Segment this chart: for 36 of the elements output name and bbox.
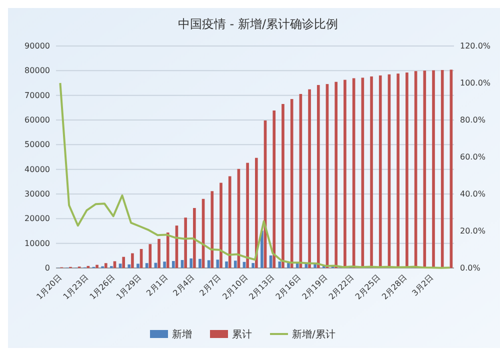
x-tick-label: 2月25日 <box>354 272 382 302</box>
y2-tick-label: 120.0% <box>460 42 491 51</box>
y-tick-label: 90000 <box>24 42 50 51</box>
y-tick-label: 0 <box>44 264 50 273</box>
y2-tick-label: 0.0% <box>460 264 481 273</box>
y2-tick-label: 80.0% <box>460 116 486 125</box>
x-tick-label: 2月22日 <box>327 272 356 302</box>
x-tick-label: 1月29日 <box>114 272 144 302</box>
x-tick-label: 2月1日 <box>144 272 170 298</box>
y2-tick-label: 40.0% <box>460 190 486 199</box>
x-tick-label: 2月4日 <box>171 272 196 298</box>
y-tick-label: 30000 <box>24 190 50 199</box>
y-tick-label: 50000 <box>24 140 50 150</box>
y-tick-label: 20000 <box>24 214 50 224</box>
legend-label: 新增 <box>172 328 192 340</box>
y2-tick-label: 20.0% <box>460 226 486 236</box>
legend-label: 新增/累计 <box>292 328 336 340</box>
y2-tick-label: 100.0% <box>460 78 491 88</box>
x-tick-label: 2月28日 <box>380 272 409 302</box>
x-tick-label: 2月19日 <box>300 272 330 302</box>
x-tick-label: 2月7日 <box>198 272 223 298</box>
y2-tick-label: 60.0% <box>460 152 486 162</box>
chart-title: 中国疫情 - 新增/累计确诊比例 <box>178 17 338 31</box>
x-tick-label: 1月26日 <box>88 272 117 302</box>
y-tick-label: 60000 <box>24 116 50 125</box>
x-tick-label: 2月13日 <box>247 272 276 302</box>
x-tick-label: 1月20日 <box>34 272 64 302</box>
y-tick-label: 10000 <box>24 238 50 248</box>
legend-label: 累计 <box>232 328 252 340</box>
x-tick-label: 1月23日 <box>62 272 90 302</box>
x-tick-label: 2月10日 <box>220 272 250 302</box>
x-tick-label: 3月2日 <box>410 272 436 298</box>
y-tick-label: 40000 <box>24 164 50 174</box>
x-tick-label: 2月16日 <box>274 272 302 302</box>
y-tick-label: 70000 <box>24 90 50 100</box>
y-tick-label: 80000 <box>24 66 50 76</box>
